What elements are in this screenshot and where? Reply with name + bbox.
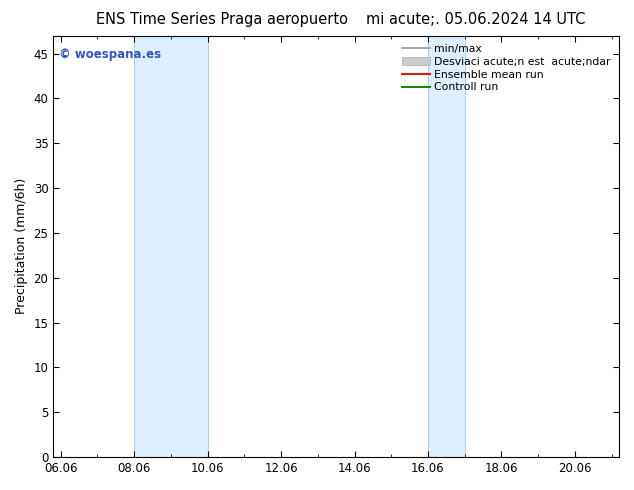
Legend: min/max, Desviaci acute;n est  acute;ndar, Ensemble mean run, Controll run: min/max, Desviaci acute;n est acute;ndar… xyxy=(399,41,614,96)
Bar xyxy=(134,36,207,457)
Y-axis label: Precipitation (mm/6h): Precipitation (mm/6h) xyxy=(15,178,28,315)
Bar xyxy=(428,36,465,457)
Text: mi acute;. 05.06.2024 14 UTC: mi acute;. 05.06.2024 14 UTC xyxy=(366,12,585,27)
Text: © woespana.es: © woespana.es xyxy=(59,48,161,61)
Text: ENS Time Series Praga aeropuerto: ENS Time Series Praga aeropuerto xyxy=(96,12,348,27)
